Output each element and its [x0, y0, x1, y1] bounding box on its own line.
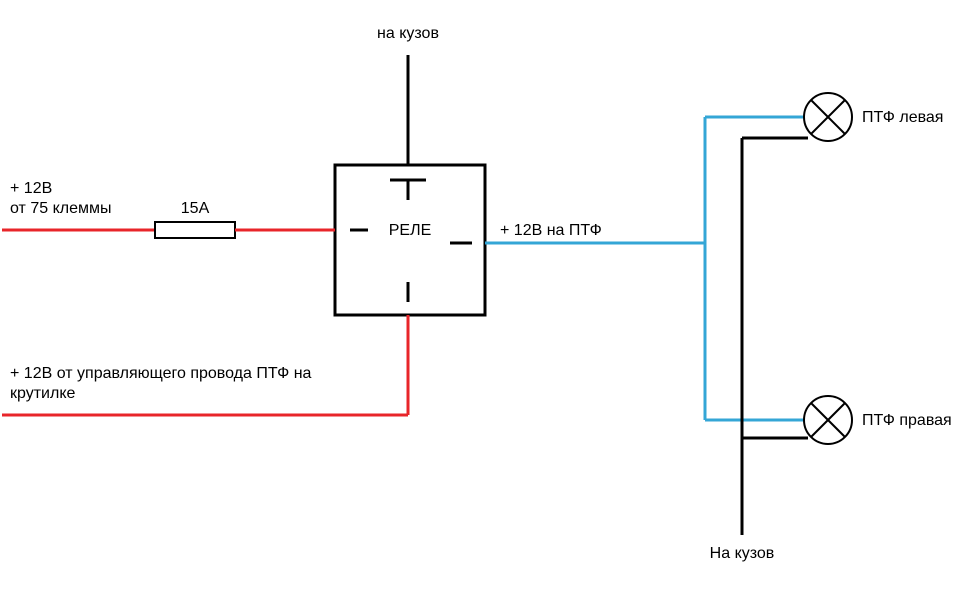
- label-top-body: на кузов: [377, 25, 439, 42]
- relay-box: [335, 165, 485, 315]
- circuit-diagram: на кузов На кузов + 12В от 75 клеммы 15А…: [0, 0, 960, 590]
- label-control-wire: + 12В от управляющего провода ПТФ на кру…: [10, 365, 316, 402]
- label-output-12v-ptf: + 12В на ПТФ: [500, 222, 602, 239]
- lamp-left: [804, 93, 852, 141]
- label-relay: РЕЛЕ: [389, 222, 432, 239]
- label-ptf-left: ПТФ левая: [862, 109, 943, 126]
- label-fuse-rating: 15А: [181, 200, 210, 217]
- label-power-12v: + 12В: [10, 180, 52, 197]
- fuse-box: [155, 222, 235, 238]
- label-ptf-right: ПТФ правая: [862, 412, 952, 429]
- lamp-right: [804, 396, 852, 444]
- label-from-terminal-75: от 75 клеммы: [10, 200, 111, 217]
- label-bottom-body: На кузов: [710, 545, 775, 562]
